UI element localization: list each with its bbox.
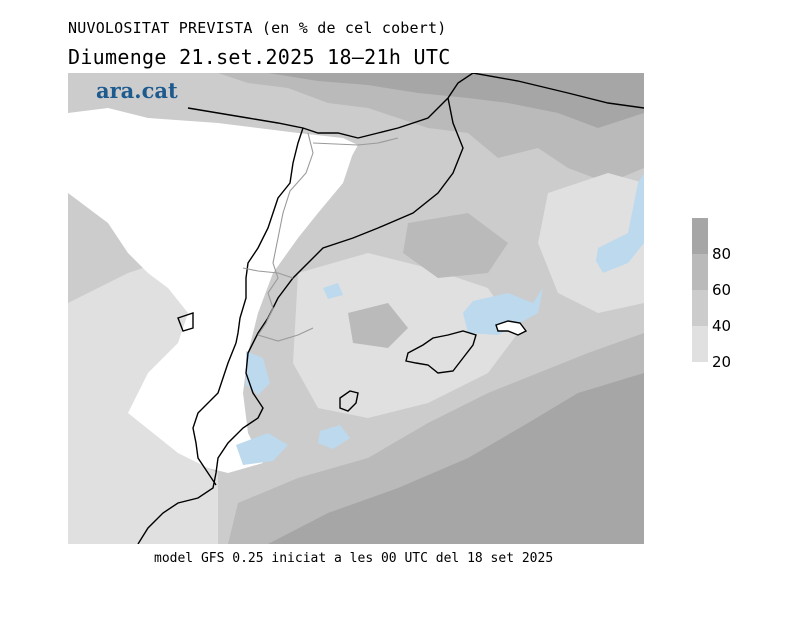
regional-borders xyxy=(242,132,399,342)
cloud-bottom-left xyxy=(68,413,218,544)
ara-cat-logo: ara.cat xyxy=(96,78,178,103)
cloud-light-east xyxy=(538,173,644,313)
legend-label-20: 20 xyxy=(712,353,732,371)
legend-swatch-40 xyxy=(692,290,708,326)
legend-label-80: 80 xyxy=(712,245,732,263)
rain-patch xyxy=(463,288,543,335)
rain-patch xyxy=(596,173,644,273)
cloud-cover-map xyxy=(68,73,644,544)
legend-swatch-60 xyxy=(692,254,708,290)
clear-sky-north xyxy=(68,113,358,183)
legend-label-60: 60 xyxy=(712,281,732,299)
legend-swatch-20 xyxy=(692,326,708,362)
cloud-cover-legend xyxy=(692,218,712,362)
rain-patch xyxy=(318,425,350,449)
cloud-north-dense xyxy=(268,73,644,128)
cloud-patch-center xyxy=(348,303,408,348)
cloud-light-center xyxy=(293,253,518,418)
model-info-footer: model GFS 0.25 iniciat a les 00 UTC del … xyxy=(154,551,554,566)
legend-label-40: 40 xyxy=(712,317,732,335)
cloud-southeast-dense xyxy=(268,373,644,544)
clear-sky-area xyxy=(68,108,353,473)
cloud-patch-mid xyxy=(403,213,508,278)
map-title: NUVOLOSITAT PREVISTA (en % de cel cobert… xyxy=(68,19,447,37)
rain-patch xyxy=(323,283,343,299)
rain-patch xyxy=(236,433,288,465)
map-date-subtitle: Diumenge 21.set.2025 18–21h UTC xyxy=(68,45,451,69)
rain-patch xyxy=(246,351,270,395)
legend-swatch-80 xyxy=(692,218,708,254)
coastline-borders xyxy=(137,73,644,544)
